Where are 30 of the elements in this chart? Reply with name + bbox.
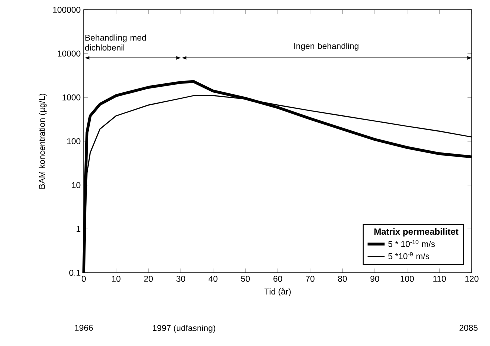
x-tick-label: 60	[274, 276, 282, 282]
x-tick-label: 70	[306, 276, 315, 282]
x2-tick-label: 1997 (udfasning)	[153, 325, 216, 333]
y-tick-label: 100000	[53, 7, 81, 13]
x-tick-label: 20	[144, 276, 154, 282]
legend-label: 5 *10$^{-9}$ m/s	[388, 252, 430, 260]
y-tick-label: 1000	[62, 94, 81, 101]
y-tick-label: 0.1	[70, 270, 81, 276]
x-axis-title: Tid (år)	[264, 288, 291, 296]
y-tick-label: 1	[76, 226, 81, 232]
y-tick-label: 10	[72, 182, 81, 188]
legend-title: Matrix permeabilitet	[374, 228, 459, 237]
annotation: Ingen behandling	[294, 42, 359, 51]
x-tick-label: 120	[466, 276, 479, 282]
x2-tick-label: 1966	[75, 325, 94, 332]
y-tick-label: 10000	[58, 50, 81, 57]
x-tick-label: 100	[400, 276, 414, 282]
y-tick-label: 100	[67, 138, 81, 144]
annotation: Behandling med dichlobenil	[85, 34, 146, 51]
x-tick-label: 50	[241, 276, 250, 282]
x-tick-label: 80	[338, 276, 348, 282]
x-tick-label: 40	[208, 276, 218, 282]
x-tick-label: 90	[370, 276, 380, 282]
legend-label: 5 * 10$^{-10}$ m/s	[388, 240, 436, 248]
x-tick-label: 110	[434, 276, 446, 282]
x2-tick-label: 2085	[460, 325, 478, 332]
x-tick-label: 0	[82, 276, 86, 282]
x-tick-label: 10	[112, 276, 121, 282]
y-axis-title: BAM koncentration (µg/L)	[38, 94, 47, 189]
x-tick-label: 30	[176, 276, 186, 282]
